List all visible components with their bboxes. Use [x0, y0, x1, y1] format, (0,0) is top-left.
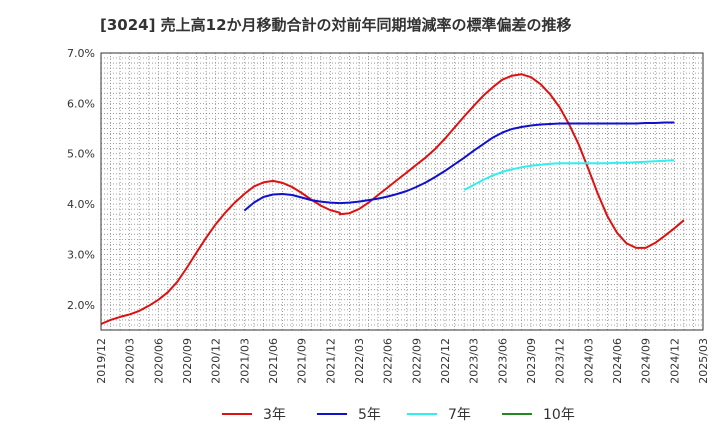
x-tick-label: 2023/12 — [554, 338, 567, 384]
legend-label: 3年 — [263, 407, 286, 423]
legend-label: 10年 — [543, 407, 575, 423]
legend-label: 7年 — [448, 407, 471, 423]
x-tick-label: 2025/03 — [697, 338, 710, 384]
chart-title: [3024] 売上高12か月移動合計の対前年同期増減率の標準偏差の推移 — [100, 16, 572, 34]
x-tick-label: 2024/12 — [668, 338, 681, 384]
plot-frame — [100, 52, 704, 331]
legend: 3年 5年 7年 10年 — [222, 407, 575, 423]
y-tick-label: 5.0% — [67, 148, 95, 161]
grid-lines — [101, 53, 703, 330]
x-tick-label: 2019/12 — [95, 338, 108, 384]
legend-item: 5年 — [317, 407, 381, 423]
x-tick-label: 2024/06 — [611, 338, 624, 384]
series-line-1 — [100, 73, 685, 325]
axes: 2.0% 3.0% 4.0% 5.0% 6.0% 7.0% 2019/12 2020/03 20… — [67, 47, 710, 384]
x-tick-label: 2021/03 — [238, 338, 251, 384]
x-tick-label: 2024/03 — [582, 338, 595, 384]
legend-item: 7年 — [407, 407, 471, 423]
series-line-2 — [243, 121, 675, 212]
x-tick-label: 2022/03 — [353, 338, 366, 384]
x-tick-label: 2023/09 — [525, 338, 538, 384]
y-tick-label: 6.0% — [67, 97, 95, 110]
series-line-3 — [463, 159, 675, 191]
x-tick-label: 2022/12 — [439, 338, 452, 384]
x-tick-label: 2023/03 — [468, 338, 481, 384]
x-tick-label: 2020/03 — [124, 338, 137, 384]
x-tick-label: 2021/09 — [296, 338, 309, 384]
y-tick-label: 4.0% — [67, 198, 95, 211]
x-tick-label: 2024/09 — [640, 338, 653, 384]
series-lines — [100, 73, 685, 325]
x-tick-label: 2020/09 — [181, 338, 194, 384]
legend-item: 10年 — [502, 407, 575, 423]
x-tick-label: 2020/12 — [210, 338, 223, 384]
x-tick-label: 2023/06 — [496, 338, 509, 384]
legend-item: 3年 — [222, 407, 286, 423]
x-tick-label: 2021/06 — [267, 338, 280, 384]
legend-label: 5年 — [358, 407, 381, 423]
x-tick-label: 2020/06 — [152, 338, 165, 384]
y-tick-label: 3.0% — [67, 248, 95, 261]
x-tick-label: 2021/12 — [324, 338, 337, 384]
y-tick-label: 2.0% — [67, 299, 95, 312]
x-tick-label: 2022/09 — [410, 338, 423, 384]
y-tick-label: 7.0% — [67, 47, 95, 60]
x-tick-label: 2022/06 — [382, 338, 395, 384]
